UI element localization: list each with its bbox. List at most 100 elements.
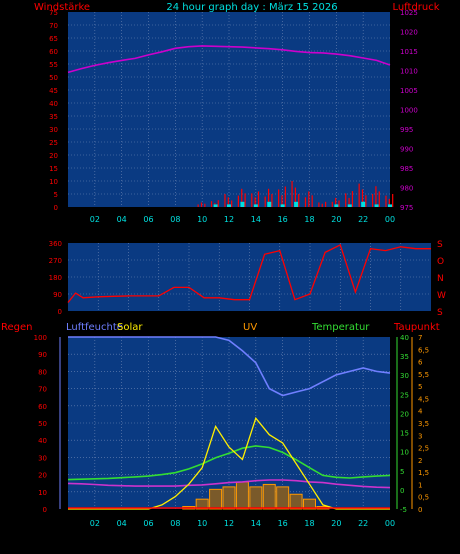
wind-tick-label: 65 — [49, 35, 58, 43]
rain-tick-label: 90 — [38, 351, 47, 359]
uv-bar — [262, 483, 276, 510]
pressure-tick-label: 980 — [400, 185, 413, 193]
wind-tick-label: 55 — [49, 61, 58, 69]
uv-bar — [276, 486, 290, 510]
uv-tick-label: 1,5 — [418, 469, 429, 477]
compass-letter: S — [437, 240, 443, 250]
wind-pressure-marks — [67, 45, 394, 207]
temperature-tick-label: 20 — [400, 410, 409, 418]
temperature-tick-label: 30 — [400, 372, 409, 380]
uv-bar — [195, 498, 209, 510]
x-tick-label: 06 — [143, 215, 153, 224]
label-temperatur: Temperatur — [311, 322, 370, 333]
weather-marks — [67, 336, 391, 510]
gust-bar — [280, 204, 285, 207]
x-tick-label: 14 — [251, 519, 261, 528]
temperature-tick-label: 15 — [400, 430, 409, 438]
uv-tick-label: 7 — [418, 334, 422, 342]
pressure-tick-label: 1020 — [400, 29, 418, 37]
uv-tick-label: 0 — [418, 506, 422, 514]
pressure-tick-label: 1005 — [400, 87, 418, 95]
temperature-tick-label: 10 — [400, 449, 409, 457]
gust-bar — [240, 201, 245, 207]
gust-bar — [361, 201, 366, 207]
gust-bar — [267, 201, 272, 207]
panel-weather — [68, 337, 390, 509]
uv-bar — [235, 481, 249, 510]
x-tick-label: 18 — [304, 215, 314, 224]
rain-tick-label: 70 — [38, 386, 47, 394]
uv-tick-label: 5 — [418, 383, 422, 391]
wind-tick-label: 5 — [54, 191, 58, 199]
label-luftfeuchte: Luftfeuchte — [66, 322, 123, 333]
wind-tick-label: 25 — [49, 139, 58, 147]
gust-bar — [374, 204, 379, 207]
solar-line — [68, 416, 390, 510]
label-uv: UV — [243, 322, 257, 333]
label-solar: Solar — [117, 322, 143, 333]
panel-wind-direction-grid — [68, 243, 431, 311]
pressure-tick-label: 985 — [400, 165, 413, 173]
uv-tick-label: 2,5 — [418, 445, 429, 453]
direction-tick-label: 180 — [49, 274, 62, 282]
direction-tick-label: 90 — [53, 291, 62, 299]
humidity-line — [68, 336, 391, 397]
uv-tick-label: 4,5 — [418, 395, 429, 403]
x-tick-label: 16 — [278, 519, 288, 528]
header-right-label: Luftdruck — [392, 2, 439, 13]
uv-tick-label: 3,5 — [418, 420, 429, 428]
wind-tick-label: 40 — [49, 100, 58, 108]
direction-tick-label: 360 — [49, 240, 62, 248]
temperature-tick-label: -5 — [400, 506, 407, 514]
wind-direction-marks — [67, 243, 431, 303]
pressure-tick-label: 1025 — [400, 9, 418, 17]
uv-tick-label: 4 — [418, 408, 423, 416]
direction-axis: 360 270 180 90 0 — [49, 240, 62, 316]
header-left-label: Windstärke — [34, 2, 90, 13]
wind-tick-label: 70 — [49, 22, 58, 30]
x-tick-label: 22 — [358, 519, 368, 528]
compass-letter: W — [437, 291, 446, 301]
x-tick-label: 12 — [224, 519, 234, 528]
wind-tick-label: 20 — [49, 152, 58, 160]
wind-tick-label: 50 — [49, 74, 58, 82]
wind-tick-label: 10 — [49, 178, 58, 186]
pressure-tick-label: 1015 — [400, 48, 418, 56]
wind-tick-label: 45 — [49, 87, 58, 95]
x-tick-label: 10 — [197, 215, 207, 224]
temperature-tick-label: 35 — [400, 353, 409, 361]
x-axis-bottom: 02 04 06 08 10 12 14 16 18 20 22 00 — [90, 519, 395, 528]
temperature-line — [67, 445, 391, 481]
x-tick-label: 14 — [251, 215, 261, 224]
x-tick-label: 06 — [143, 519, 153, 528]
x-tick-label: 02 — [90, 519, 100, 528]
x-axis-top: 02 04 06 08 10 12 14 16 18 20 22 00 — [90, 215, 395, 224]
pressure-line — [67, 45, 391, 74]
temperature-tick-label: 25 — [400, 391, 409, 399]
pressure-axis: 1025 1020 1015 1010 1005 1000 995 990 985 980 975 — [400, 9, 418, 212]
gust-bar — [227, 204, 231, 207]
uv-tick-label: 2 — [418, 457, 422, 465]
pressure-tick-label: 1010 — [400, 68, 418, 76]
dewpoint-line — [67, 479, 391, 489]
panel-wind-pressure-grid — [68, 12, 390, 207]
label-taupunkt: Taupunkt — [393, 322, 440, 333]
gust-bar — [213, 204, 218, 207]
uv-tick-label: 5,5 — [418, 371, 429, 379]
rain-tick-label: 60 — [38, 403, 47, 411]
rain-tick-label: 0 — [43, 506, 47, 514]
uv-bar — [303, 498, 316, 510]
x-tick-label: 08 — [170, 519, 180, 528]
x-tick-label: 00 — [385, 519, 395, 528]
rain-tick-label: 100 — [34, 334, 47, 342]
uv-tick-label: 1 — [418, 481, 422, 489]
gust-bar — [334, 204, 339, 207]
temperature-tick-label: 0 — [400, 487, 404, 495]
header-title: 24 hour graph day : März 15 2026 — [166, 2, 337, 13]
direction-tick-label: 0 — [58, 308, 62, 316]
uv-tick-label: 0,5 — [418, 494, 429, 502]
rain-tick-label: 10 — [38, 489, 47, 497]
wind-tick-label: 15 — [49, 165, 58, 173]
